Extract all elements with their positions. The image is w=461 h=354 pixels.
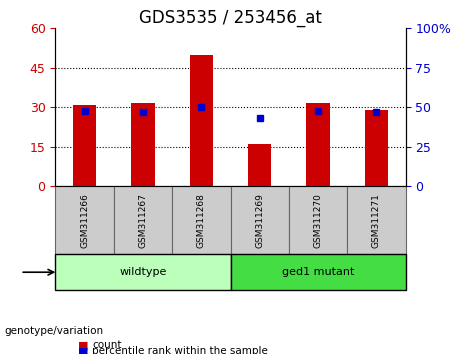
FancyBboxPatch shape — [347, 187, 406, 254]
FancyBboxPatch shape — [172, 187, 230, 254]
Text: ■: ■ — [78, 346, 89, 354]
Text: GSM311270: GSM311270 — [313, 193, 323, 248]
Bar — [248, 144, 272, 187]
Bar — [307, 103, 330, 187]
Text: count: count — [92, 340, 122, 350]
FancyBboxPatch shape — [289, 187, 347, 254]
Text: GSM311269: GSM311269 — [255, 193, 264, 248]
Text: wildtype: wildtype — [119, 267, 166, 277]
Text: GSM311268: GSM311268 — [197, 193, 206, 248]
Text: percentile rank within the sample: percentile rank within the sample — [92, 346, 268, 354]
Text: GSM311267: GSM311267 — [138, 193, 148, 248]
Bar — [365, 110, 388, 187]
Bar — [73, 105, 96, 187]
Title: GDS3535 / 253456_at: GDS3535 / 253456_at — [139, 9, 322, 27]
Text: GSM311271: GSM311271 — [372, 193, 381, 248]
Bar — [131, 103, 154, 187]
Text: ■: ■ — [78, 340, 89, 350]
Text: GSM311266: GSM311266 — [80, 193, 89, 248]
FancyBboxPatch shape — [230, 187, 289, 254]
FancyBboxPatch shape — [55, 254, 230, 290]
FancyBboxPatch shape — [230, 254, 406, 290]
Bar — [189, 55, 213, 187]
FancyBboxPatch shape — [55, 187, 114, 254]
FancyBboxPatch shape — [114, 187, 172, 254]
Text: genotype/variation: genotype/variation — [5, 326, 104, 336]
Text: ged1 mutant: ged1 mutant — [282, 267, 354, 277]
